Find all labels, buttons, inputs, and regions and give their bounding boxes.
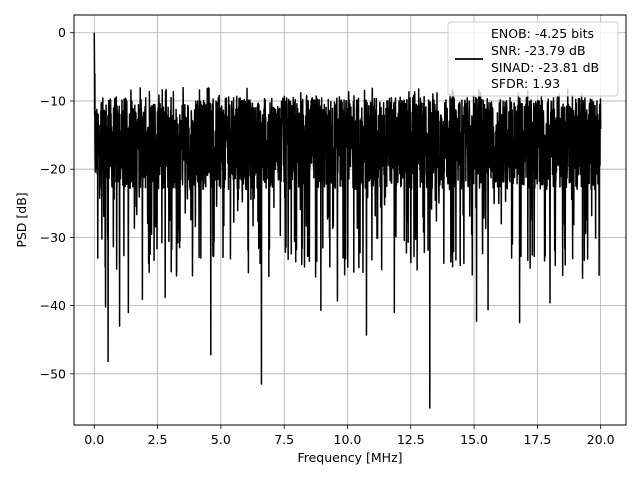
y-tick-label: −20 — [40, 162, 66, 177]
x-tick-label: 15.0 — [460, 432, 488, 447]
y-axis-label: PSD [dB] — [14, 192, 29, 247]
x-tick-label: 20.0 — [587, 432, 615, 447]
legend-entry-enob: ENOB: -4.25 bits — [491, 26, 594, 41]
y-tick-label: 0 — [58, 25, 66, 40]
legend: ENOB: -4.25 bits SNR: -23.79 dB SINAD: -… — [447, 21, 619, 97]
psd-series-line — [93, 32, 602, 409]
x-tick-label: 7.5 — [274, 432, 294, 447]
x-tick-label: 0.0 — [84, 432, 104, 447]
series-layer — [93, 32, 602, 409]
x-tick-label: 10.0 — [334, 432, 362, 447]
legend-entry-snr: SNR: -23.79 dB — [491, 43, 586, 58]
legend-box — [447, 21, 619, 97]
x-tick-label: 2.5 — [148, 432, 168, 447]
x-tick-label: 17.5 — [523, 432, 551, 447]
x-axis-label: Frequency [MHz] — [297, 450, 402, 465]
ticks: 0.0 2.5 5.0 7.5 10.0 12.5 15.0 17.5 20.0 0 −10 −20 −… — [40, 25, 615, 447]
x-tick-label: 5.0 — [211, 432, 231, 447]
plot-frame — [73, 14, 627, 426]
y-tick-label: −10 — [40, 93, 66, 108]
x-tick-label: 12.5 — [397, 432, 425, 447]
legend-entry-sfdr: SFDR: 1.93 — [491, 76, 560, 91]
legend-entry-sinad: SINAD: -23.81 dB — [491, 60, 599, 75]
y-tick-label: −30 — [40, 230, 66, 245]
y-tick-label: −40 — [40, 298, 66, 313]
y-tick-label: −50 — [40, 366, 66, 381]
